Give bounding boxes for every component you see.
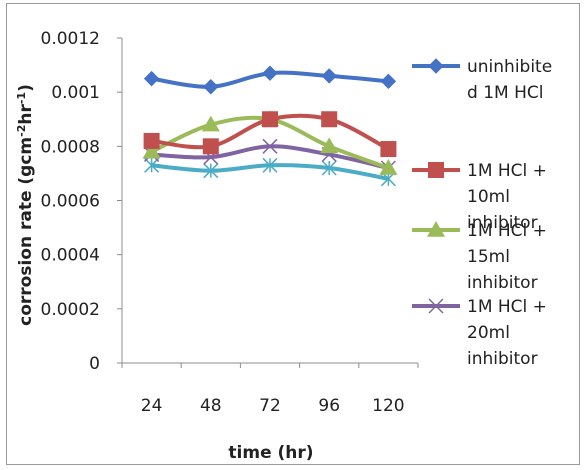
legend-label-series-3: 1M HCl + (467, 221, 547, 241)
series-layer (142, 65, 398, 187)
data-point-series-3 (379, 159, 398, 175)
x-tick-label: 120 (372, 396, 404, 416)
x-tick-label: 96 (318, 396, 340, 416)
data-point-series-5 (203, 163, 219, 179)
data-point-series-1 (380, 73, 397, 90)
data-point-series-2 (380, 141, 397, 158)
y-tick-label: 0.0002 (41, 300, 100, 320)
data-point-series-3 (142, 142, 161, 159)
legend-swatch-marker-3 (427, 221, 445, 237)
data-point-series-3 (201, 115, 220, 132)
y-tick-label: 0.0004 (41, 246, 100, 266)
legend-label-series-3: 15ml (467, 247, 510, 267)
data-point-series-3 (320, 137, 339, 154)
chart-frame (6, 3, 580, 465)
data-point-series-5 (144, 157, 160, 173)
x-axis-title: time (hr) (228, 443, 313, 463)
data-point-series-1 (143, 70, 160, 87)
legend-swatch-marker-2 (428, 162, 444, 178)
y-axis-title: corrosion rate (gcm-2hr-1) (15, 84, 36, 326)
data-point-series-1 (321, 68, 337, 84)
y-tick-label: 0.0006 (41, 192, 100, 212)
legend-label-series-2: 1M HCl + (467, 161, 547, 181)
y-tick-label: 0.0008 (41, 137, 100, 157)
data-point-series-2 (321, 111, 338, 128)
legend-swatch-marker-4 (428, 298, 444, 314)
x-tick-label: 72 (259, 396, 281, 416)
legend-label-series-1: uninhibite (467, 57, 552, 77)
legend-label-series-4: inhibitor (467, 349, 538, 369)
legend-label-series-1: d 1M HCl (467, 83, 543, 103)
legend-label-series-4: 20ml (467, 323, 510, 343)
legend-label-series-4: 1M HCl + (467, 297, 547, 317)
x-tick-label: 24 (141, 396, 163, 416)
y-tick-label: 0.001 (51, 83, 100, 103)
legend-label-series-2: 10ml (467, 187, 510, 207)
y-tick-label: 0 (89, 354, 100, 374)
axes-group: 0 0.0002 0.0004 0.0006 0.0008 0.001 0.0012 24 48… (41, 29, 419, 416)
legend-swatch-marker-1 (428, 58, 444, 74)
marker-stroke (428, 298, 444, 314)
legend-label-series-2: inhibitor (467, 213, 538, 233)
data-point-series-1 (203, 79, 219, 95)
data-point-series-5 (262, 157, 278, 173)
data-point-series-5 (321, 160, 337, 176)
data-point-series-2 (202, 138, 219, 155)
data-point-series-2 (143, 132, 160, 149)
y-tick-label: 0.0012 (41, 29, 100, 49)
x-tick-label: 48 (200, 396, 222, 416)
data-point-series-4 (262, 138, 278, 154)
marker-stroke (262, 138, 278, 154)
legend-label-series-3: inhibitor (467, 273, 538, 293)
data-point-series-2 (262, 111, 278, 128)
data-point-series-1 (262, 65, 278, 81)
